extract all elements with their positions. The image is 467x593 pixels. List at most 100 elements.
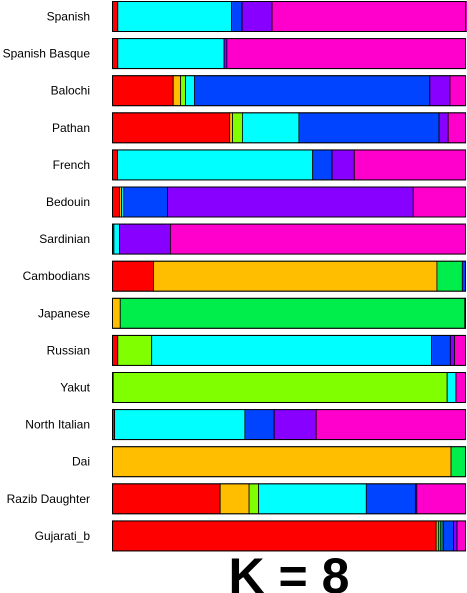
bar-row <box>112 372 466 403</box>
bar-outline <box>112 409 466 441</box>
bar-outline <box>112 1 466 32</box>
bar-segment <box>169 223 466 255</box>
bar-segment <box>455 372 466 403</box>
category-label: Razib Daughter <box>7 492 90 506</box>
bar-segment <box>365 483 416 515</box>
bar-row <box>112 260 466 292</box>
bar-segment <box>258 483 367 515</box>
bar-segment <box>167 186 414 218</box>
category-label: French <box>53 158 90 172</box>
bar-segment <box>450 446 466 478</box>
bar-segment <box>223 38 228 69</box>
bar-segment <box>298 112 440 144</box>
bar-outline <box>112 38 466 70</box>
bar-segment <box>123 186 168 218</box>
bar-row <box>112 446 466 478</box>
category-label: Sardinian <box>39 232 90 246</box>
bar-segment <box>112 372 448 403</box>
bar-segment <box>431 334 451 366</box>
bar-outline <box>112 297 466 329</box>
bar-segment <box>226 38 466 69</box>
bar-segment <box>232 112 243 144</box>
category-label: Japanese <box>38 306 90 320</box>
bar-segment <box>112 75 174 107</box>
bar-segment <box>273 409 317 441</box>
bar-segment <box>449 75 466 107</box>
bar-segment <box>453 520 458 552</box>
bar-segment <box>112 260 154 292</box>
bar-segment <box>113 223 120 255</box>
category-label: Dai <box>72 455 90 469</box>
bar-segment <box>271 1 467 32</box>
category-label: Bedouin <box>46 195 90 209</box>
bar-outline <box>112 75 466 107</box>
bar-row <box>112 483 466 515</box>
bar-segment <box>438 112 449 144</box>
bar-segment <box>443 520 454 552</box>
bar-segment <box>112 334 119 366</box>
bar-segment <box>185 75 195 107</box>
bar-outline <box>112 483 466 515</box>
bar-segment <box>242 112 300 144</box>
bar-segment <box>454 334 466 366</box>
bar-segment <box>117 38 225 69</box>
category-label: North Italian <box>25 418 90 432</box>
bar-segment <box>112 149 118 181</box>
bar-outline <box>112 149 466 181</box>
category-label: Balochi <box>51 84 90 98</box>
bar-segment <box>119 297 466 329</box>
bar-segment <box>219 483 250 515</box>
bar-segment <box>112 520 437 552</box>
bar-segment <box>244 409 275 441</box>
bar-segment <box>112 186 120 218</box>
bar-segment <box>117 1 232 32</box>
bar-segment <box>315 409 466 441</box>
bar-segment <box>153 260 438 292</box>
bar-segment <box>172 75 182 107</box>
category-label: Spanish Basque <box>3 47 91 61</box>
bar-segment <box>353 149 466 181</box>
bar-row <box>112 297 466 329</box>
bar-row <box>112 409 466 441</box>
bar-segment <box>449 334 455 366</box>
bar-segment <box>117 149 314 181</box>
category-label: Spanish <box>47 10 90 24</box>
bar-row <box>112 334 466 366</box>
bar-segment <box>180 75 186 107</box>
bar-segment <box>456 520 466 552</box>
bar-segment <box>112 297 121 329</box>
bar-row <box>112 1 467 32</box>
category-label: Russian <box>47 343 90 357</box>
bar-segment <box>112 38 119 69</box>
bar-segment <box>248 483 260 515</box>
bar-segment <box>112 1 119 32</box>
bar-row <box>112 186 466 218</box>
bar-segment <box>331 149 355 181</box>
bar-segment <box>193 75 431 107</box>
bar-outline <box>112 186 466 218</box>
bar-segment <box>114 409 246 441</box>
bar-segment <box>241 1 273 32</box>
category-label: Yakut <box>60 381 90 395</box>
bar-outline <box>112 334 466 366</box>
bar-row <box>112 223 466 255</box>
category-label: Gujarati_b <box>35 529 91 543</box>
chart-title: K = 8 <box>229 548 350 593</box>
bar-outline <box>112 112 466 144</box>
bar-outline <box>112 446 466 478</box>
category-label: Pathan <box>52 121 90 135</box>
bar-row <box>112 38 466 70</box>
bar-row <box>112 520 466 552</box>
bar-segment <box>119 223 171 255</box>
bar-segment <box>117 334 153 366</box>
bar-row <box>112 112 466 144</box>
bar-segment <box>112 483 221 515</box>
bar-segment <box>436 260 463 292</box>
category-label: Cambodians <box>23 269 90 283</box>
category-labels: Spanish Spanish Basque Balochi Pathan French… <box>3 10 91 543</box>
bar-segment <box>231 1 243 32</box>
bar-segment <box>229 112 233 144</box>
bar-segment <box>446 372 457 403</box>
bar-segment <box>312 149 333 181</box>
